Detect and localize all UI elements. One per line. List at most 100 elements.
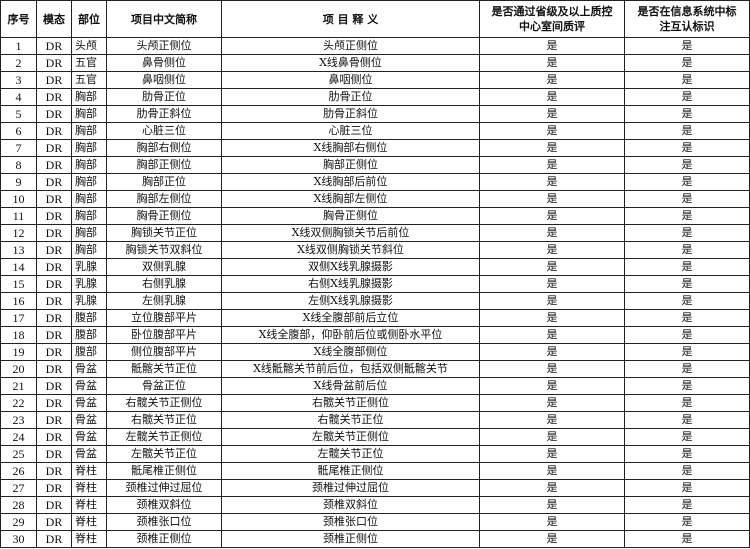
cell-short-name: 胸部正位 xyxy=(106,173,222,191)
header-index: 序号 xyxy=(0,0,37,38)
table-row: 12 DR 胸部 胸锁关节正位 X线双侧胸锁关节后前位是是 xyxy=(0,224,750,242)
table-row: 30 DR 脊柱 颈椎正侧位 颈椎正侧位是是 xyxy=(0,530,750,548)
cell-description: X线胸部左侧位 xyxy=(221,190,480,208)
cell-index: 1 xyxy=(0,37,37,55)
cell-quality-eval: 是 xyxy=(479,105,625,123)
table-header-row: 序号 模态 部位 项目中文简称 项 目 释 义 是否通过省级及以上质控中心室间质… xyxy=(0,0,750,38)
cell-mutual-recognition: 是 xyxy=(624,275,750,293)
table-row: 16 DR 乳腺 左侧乳腺 左侧X线乳腺摄影是是 xyxy=(0,292,750,310)
cell-modality: DR xyxy=(36,173,72,191)
cell-index: 5 xyxy=(0,105,37,123)
cell-body-part: 脊柱 xyxy=(71,530,107,548)
cell-quality-eval: 是 xyxy=(479,54,625,72)
cell-description: 颈椎双斜位 xyxy=(221,496,480,514)
cell-index: 29 xyxy=(0,513,37,531)
cell-mutual-recognition: 是 xyxy=(624,37,750,55)
cell-quality-eval: 是 xyxy=(479,479,625,497)
cell-body-part: 乳腺 xyxy=(71,258,107,276)
table-row: 23 DR 骨盆 右髋关节正位 右髋关节正位是是 xyxy=(0,411,750,429)
cell-body-part: 胸部 xyxy=(71,241,107,259)
cell-index: 3 xyxy=(0,71,37,89)
cell-mutual-recognition: 是 xyxy=(624,190,750,208)
cell-modality: DR xyxy=(36,37,72,55)
cell-quality-eval: 是 xyxy=(479,173,625,191)
cell-index: 30 xyxy=(0,530,37,548)
cell-modality: DR xyxy=(36,496,72,514)
cell-description: 肋骨正斜位 xyxy=(221,105,480,123)
table-row: 11 DR 胸部 胸骨正侧位 胸骨正侧位是是 xyxy=(0,207,750,225)
cell-mutual-recognition: 是 xyxy=(624,428,750,446)
cell-description: 左侧X线乳腺摄影 xyxy=(221,292,480,310)
table-row: 22 DR 骨盆 右髋关节正侧位 右髋关节正侧位是是 xyxy=(0,394,750,412)
cell-mutual-recognition: 是 xyxy=(624,258,750,276)
cell-body-part: 骨盆 xyxy=(71,377,107,395)
table-row: 3 DR 五官 鼻咽侧位 鼻咽侧位是是 xyxy=(0,71,750,89)
cell-body-part: 骨盆 xyxy=(71,411,107,429)
cell-short-name: 胸骨正侧位 xyxy=(106,207,222,225)
cell-index: 21 xyxy=(0,377,37,395)
table-row: 5 DR 胸部 肋骨正斜位 肋骨正斜位是是 xyxy=(0,105,750,123)
cell-description: 双侧X线乳腺摄影 xyxy=(221,258,480,276)
table-row: 29 DR 脊柱 颈椎张口位 颈椎张口位是是 xyxy=(0,513,750,531)
table-row: 27 DR 脊柱 颈椎过伸过屈位 颈椎过伸过屈位是是 xyxy=(0,479,750,497)
cell-index: 11 xyxy=(0,207,37,225)
cell-quality-eval: 是 xyxy=(479,139,625,157)
cell-mutual-recognition: 是 xyxy=(624,309,750,327)
cell-mutual-recognition: 是 xyxy=(624,326,750,344)
cell-body-part: 乳腺 xyxy=(71,292,107,310)
cell-modality: DR xyxy=(36,462,72,480)
cell-short-name: 肋骨正斜位 xyxy=(106,105,222,123)
table-row: 28 DR 脊柱 颈椎双斜位 颈椎双斜位是是 xyxy=(0,496,750,514)
cell-index: 12 xyxy=(0,224,37,242)
cell-modality: DR xyxy=(36,394,72,412)
cell-modality: DR xyxy=(36,156,72,174)
cell-mutual-recognition: 是 xyxy=(624,343,750,361)
cell-index: 7 xyxy=(0,139,37,157)
cell-short-name: 颈椎正侧位 xyxy=(106,530,222,548)
cell-quality-eval: 是 xyxy=(479,411,625,429)
cell-index: 28 xyxy=(0,496,37,514)
cell-body-part: 腹部 xyxy=(71,309,107,327)
cell-short-name: 鼻咽侧位 xyxy=(106,71,222,89)
cell-short-name: 右侧乳腺 xyxy=(106,275,222,293)
cell-description: X线全腹部，仰卧前后位或侧卧水平位 xyxy=(221,326,480,344)
cell-index: 22 xyxy=(0,394,37,412)
cell-modality: DR xyxy=(36,139,72,157)
cell-description: 右髋关节正位 xyxy=(221,411,480,429)
cell-quality-eval: 是 xyxy=(479,343,625,361)
cell-description: 颈椎张口位 xyxy=(221,513,480,531)
header-quality-eval: 是否通过省级及以上质控中心室间质评 xyxy=(479,0,625,38)
cell-index: 9 xyxy=(0,173,37,191)
cell-quality-eval: 是 xyxy=(479,275,625,293)
cell-mutual-recognition: 是 xyxy=(624,54,750,72)
cell-mutual-recognition: 是 xyxy=(624,377,750,395)
cell-short-name: 立位腹部平片 xyxy=(106,309,222,327)
cell-mutual-recognition: 是 xyxy=(624,224,750,242)
cell-quality-eval: 是 xyxy=(479,292,625,310)
cell-description: X线骶髂关节前后位，包括双侧骶髂关节 xyxy=(221,360,480,378)
cell-body-part: 骨盆 xyxy=(71,394,107,412)
cell-modality: DR xyxy=(36,275,72,293)
cell-body-part: 胸部 xyxy=(71,156,107,174)
table-row: 2 DR 五官 鼻骨侧位 X线鼻骨侧位是是 xyxy=(0,54,750,72)
cell-quality-eval: 是 xyxy=(479,530,625,548)
cell-description: X线全腹部侧位 xyxy=(221,343,480,361)
cell-quality-eval: 是 xyxy=(479,428,625,446)
cell-short-name: 鼻骨侧位 xyxy=(106,54,222,72)
table-row: 4 DR 胸部 肋骨正位 肋骨正位是是 xyxy=(0,88,750,106)
cell-mutual-recognition: 是 xyxy=(624,88,750,106)
table-row: 18 DR 腹部 卧位腹部平片 X线全腹部，仰卧前后位或侧卧水平位是是 xyxy=(0,326,750,344)
cell-short-name: 左侧乳腺 xyxy=(106,292,222,310)
cell-body-part: 胸部 xyxy=(71,139,107,157)
cell-modality: DR xyxy=(36,411,72,429)
cell-body-part: 脊柱 xyxy=(71,496,107,514)
cell-quality-eval: 是 xyxy=(479,224,625,242)
cell-modality: DR xyxy=(36,428,72,446)
cell-description: 头颅正侧位 xyxy=(221,37,480,55)
header-body-part: 部位 xyxy=(71,0,107,38)
cell-short-name: 肋骨正位 xyxy=(106,88,222,106)
cell-description: 胸骨正侧位 xyxy=(221,207,480,225)
header-mutual-recognition: 是否在信息系统中标注互认标识 xyxy=(624,0,750,38)
table-row: 9 DR 胸部 胸部正位 X线胸部后前位是是 xyxy=(0,173,750,191)
cell-quality-eval: 是 xyxy=(479,496,625,514)
